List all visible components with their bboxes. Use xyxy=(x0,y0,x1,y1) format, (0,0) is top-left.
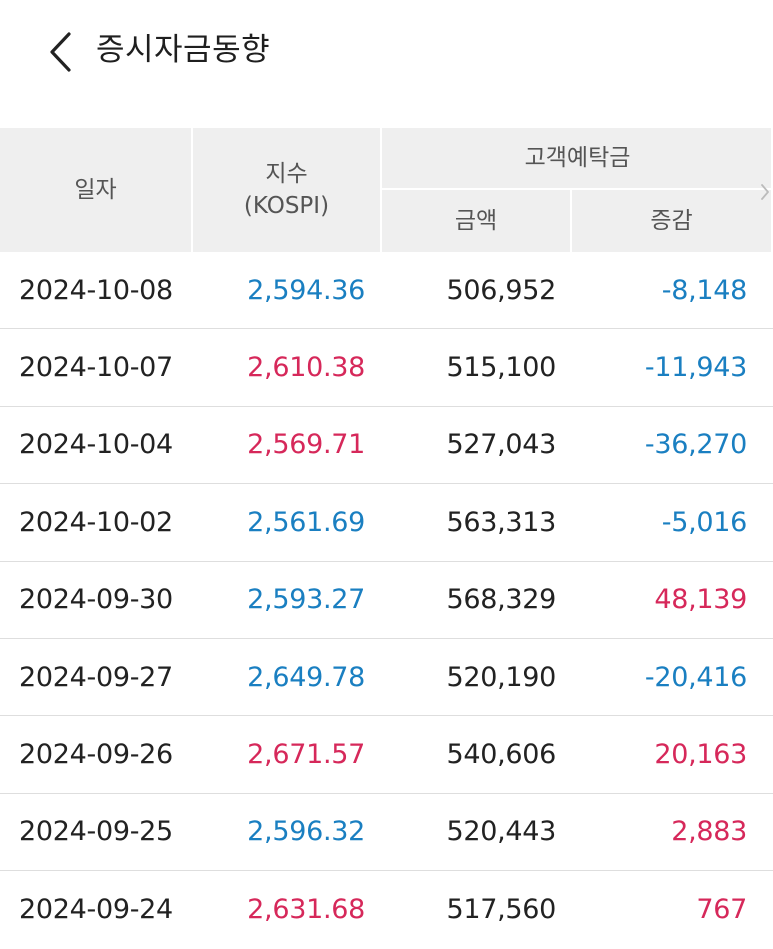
back-button[interactable] xyxy=(36,26,84,78)
table-row[interactable]: 2024-10-02 2,561.69 563,313 -5,016 xyxy=(0,484,773,562)
deposit-change-cell: -20,416 xyxy=(644,661,747,693)
deposit-change-cell: -36,270 xyxy=(644,429,747,461)
date-cell: 2024-09-30 xyxy=(19,584,173,616)
kospi-index-cell: 2,569.71 xyxy=(247,429,365,461)
kospi-index-cell: 2,596.32 xyxy=(247,816,365,848)
chevron-left-icon xyxy=(50,32,71,72)
header-divider xyxy=(380,128,382,252)
chevron-right-icon xyxy=(760,184,769,200)
deposit-change-cell: 767 xyxy=(696,894,747,926)
date-cell: 2024-09-27 xyxy=(19,661,173,693)
kospi-index-cell: 2,594.36 xyxy=(247,274,365,306)
date-cell: 2024-10-07 xyxy=(19,352,173,384)
table-row[interactable]: 2024-09-27 2,649.78 520,190 -20,416 xyxy=(0,639,773,717)
deposit-change-cell: -11,943 xyxy=(644,352,747,384)
kospi-index-cell: 2,631.68 xyxy=(247,894,365,926)
deposit-change-cell: 2,883 xyxy=(671,816,747,848)
header-divider xyxy=(191,128,193,252)
column-header-index-line1: 지수 xyxy=(265,161,308,187)
deposit-amount-cell: 506,952 xyxy=(446,274,556,306)
kospi-index-cell: 2,561.69 xyxy=(247,506,365,538)
column-header-index-line2: (KOSPI) xyxy=(243,193,330,219)
table-body: 2024-10-08 2,594.36 506,952 -8,148 2024-10-0… xyxy=(0,252,773,949)
table-header: 일자 지수 (KOSPI) 고객예탁금 금액 증감 xyxy=(0,128,773,252)
deposit-change-cell: -5,016 xyxy=(661,506,748,538)
column-header-index: 지수 (KOSPI) xyxy=(193,128,380,252)
table-row[interactable]: 2024-09-30 2,593.27 568,329 48,139 xyxy=(0,562,773,639)
deposit-change-cell: -8,148 xyxy=(661,274,748,306)
deposit-amount-cell: 520,443 xyxy=(446,816,556,848)
date-cell: 2024-09-26 xyxy=(19,739,173,771)
header-divider xyxy=(771,128,773,252)
kospi-index-cell: 2,671.57 xyxy=(247,739,365,771)
deposit-change-cell: 48,139 xyxy=(654,584,747,616)
deposit-amount-cell: 540,606 xyxy=(446,739,556,771)
table-row[interactable]: 2024-09-26 2,671.57 540,606 20,163 xyxy=(0,716,773,794)
date-cell: 2024-10-02 xyxy=(19,506,173,538)
deposit-amount-cell: 527,043 xyxy=(446,429,556,461)
header-divider xyxy=(570,190,572,252)
table-row[interactable]: 2024-10-08 2,594.36 506,952 -8,148 xyxy=(0,252,773,330)
deposit-amount-cell: 520,190 xyxy=(446,661,556,693)
date-cell: 2024-09-25 xyxy=(19,816,173,848)
page-title: 증시자금동향 xyxy=(96,32,271,68)
table-row[interactable]: 2024-09-25 2,596.32 520,443 2,883 xyxy=(0,794,773,872)
kospi-index-cell: 2,610.38 xyxy=(247,352,365,384)
table-row[interactable]: 2024-10-07 2,610.38 515,100 -11,943 xyxy=(0,329,773,407)
deposit-change-cell: 20,163 xyxy=(654,739,747,771)
column-header-date: 일자 xyxy=(74,177,117,203)
column-header-amount: 금액 xyxy=(454,208,498,234)
date-cell: 2024-10-08 xyxy=(19,274,173,306)
date-cell: 2024-10-04 xyxy=(19,429,173,461)
deposit-amount-cell: 517,560 xyxy=(446,894,556,926)
kospi-index-cell: 2,649.78 xyxy=(247,661,365,693)
deposit-amount-cell: 563,313 xyxy=(446,506,556,538)
column-header-change: 증감 xyxy=(650,208,693,234)
date-cell: 2024-09-24 xyxy=(19,894,173,926)
top-bar: 증시자금동향 xyxy=(0,0,773,128)
scroll-right-button[interactable] xyxy=(756,178,773,206)
header-divider xyxy=(382,188,771,190)
deposit-amount-cell: 568,329 xyxy=(446,584,556,616)
column-group-header-deposits: 고객예탁금 xyxy=(524,145,631,171)
kospi-index-cell: 2,593.27 xyxy=(247,584,365,616)
deposit-amount-cell: 515,100 xyxy=(446,352,556,384)
table-row[interactable]: 2024-09-24 2,631.68 517,560 767 xyxy=(0,871,773,948)
table-row[interactable]: 2024-10-04 2,569.71 527,043 -36,270 xyxy=(0,407,773,485)
